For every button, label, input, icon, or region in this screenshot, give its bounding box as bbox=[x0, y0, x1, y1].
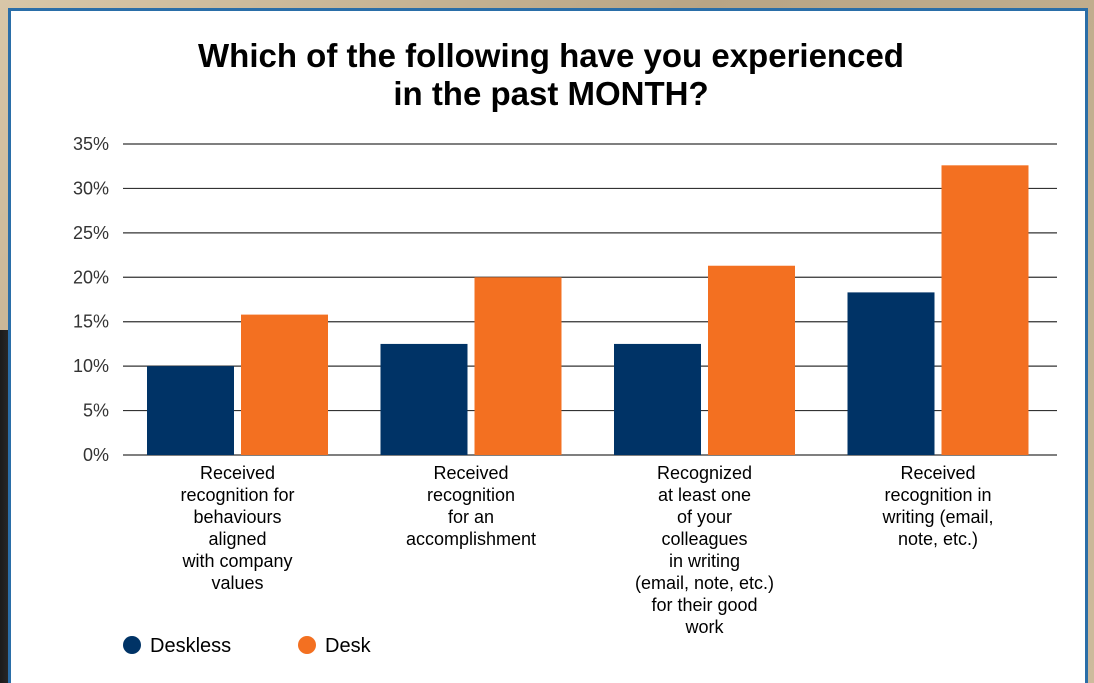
bar-desk-3 bbox=[708, 265, 795, 455]
category-label: values bbox=[211, 573, 263, 593]
category-label: for an bbox=[448, 507, 494, 527]
category-label: (email, note, etc.) bbox=[635, 573, 774, 593]
category-label: accomplishment bbox=[406, 529, 536, 549]
category-label: note, etc.) bbox=[898, 529, 978, 549]
category-label: behaviours bbox=[193, 507, 281, 527]
category-label: recognition for bbox=[180, 485, 294, 505]
legend-label-desk: Desk bbox=[325, 635, 372, 657]
y-tick-label: 0% bbox=[83, 445, 109, 465]
category-label: aligned bbox=[208, 529, 266, 549]
category-label: work bbox=[684, 617, 724, 637]
bar-deskless-3 bbox=[614, 343, 701, 455]
category-label: at least one bbox=[658, 485, 751, 505]
y-tick-label: 5% bbox=[83, 401, 109, 421]
y-tick-label: 35% bbox=[73, 134, 109, 154]
chart-title: Which of the following have you experien… bbox=[11, 37, 1091, 113]
chart-title-line-1: Which of the following have you experien… bbox=[198, 37, 904, 74]
y-tick-label: 25% bbox=[73, 223, 109, 243]
y-tick-label: 30% bbox=[73, 178, 109, 198]
bar-chart: 0%5%10%15%20%25%30%35%Receivedrecognitio… bbox=[73, 134, 1057, 657]
category-label: for their good bbox=[651, 595, 757, 615]
category-label: recognition bbox=[427, 485, 515, 505]
category-label: Received bbox=[433, 463, 508, 483]
legend-marker-deskless bbox=[123, 636, 141, 654]
bar-desk-2 bbox=[474, 277, 562, 455]
category-label: writing (email, bbox=[881, 507, 993, 527]
category-label: with company bbox=[181, 551, 292, 571]
category-label: Recognized bbox=[657, 463, 752, 483]
bar-deskless-2 bbox=[380, 343, 468, 455]
category-label: Received bbox=[900, 463, 975, 483]
bar-desk-1 bbox=[241, 314, 328, 455]
bar-deskless-4 bbox=[847, 292, 935, 455]
y-tick-label: 20% bbox=[73, 267, 109, 287]
category-label: colleagues bbox=[661, 529, 747, 549]
y-tick-label: 10% bbox=[73, 356, 109, 376]
chart-title-line-2: in the past MONTH? bbox=[393, 75, 709, 112]
y-tick-label: 15% bbox=[73, 312, 109, 332]
legend-label-deskless: Deskless bbox=[150, 635, 231, 657]
category-label: in writing bbox=[669, 551, 740, 571]
legend-marker-desk bbox=[298, 636, 316, 654]
bar-desk-4 bbox=[941, 165, 1029, 455]
category-label: recognition in bbox=[884, 485, 991, 505]
chart-panel: Which of the following have you experien… bbox=[8, 8, 1088, 683]
category-label: Received bbox=[200, 463, 275, 483]
bar-deskless-1 bbox=[147, 366, 234, 455]
category-label: of your bbox=[677, 507, 732, 527]
